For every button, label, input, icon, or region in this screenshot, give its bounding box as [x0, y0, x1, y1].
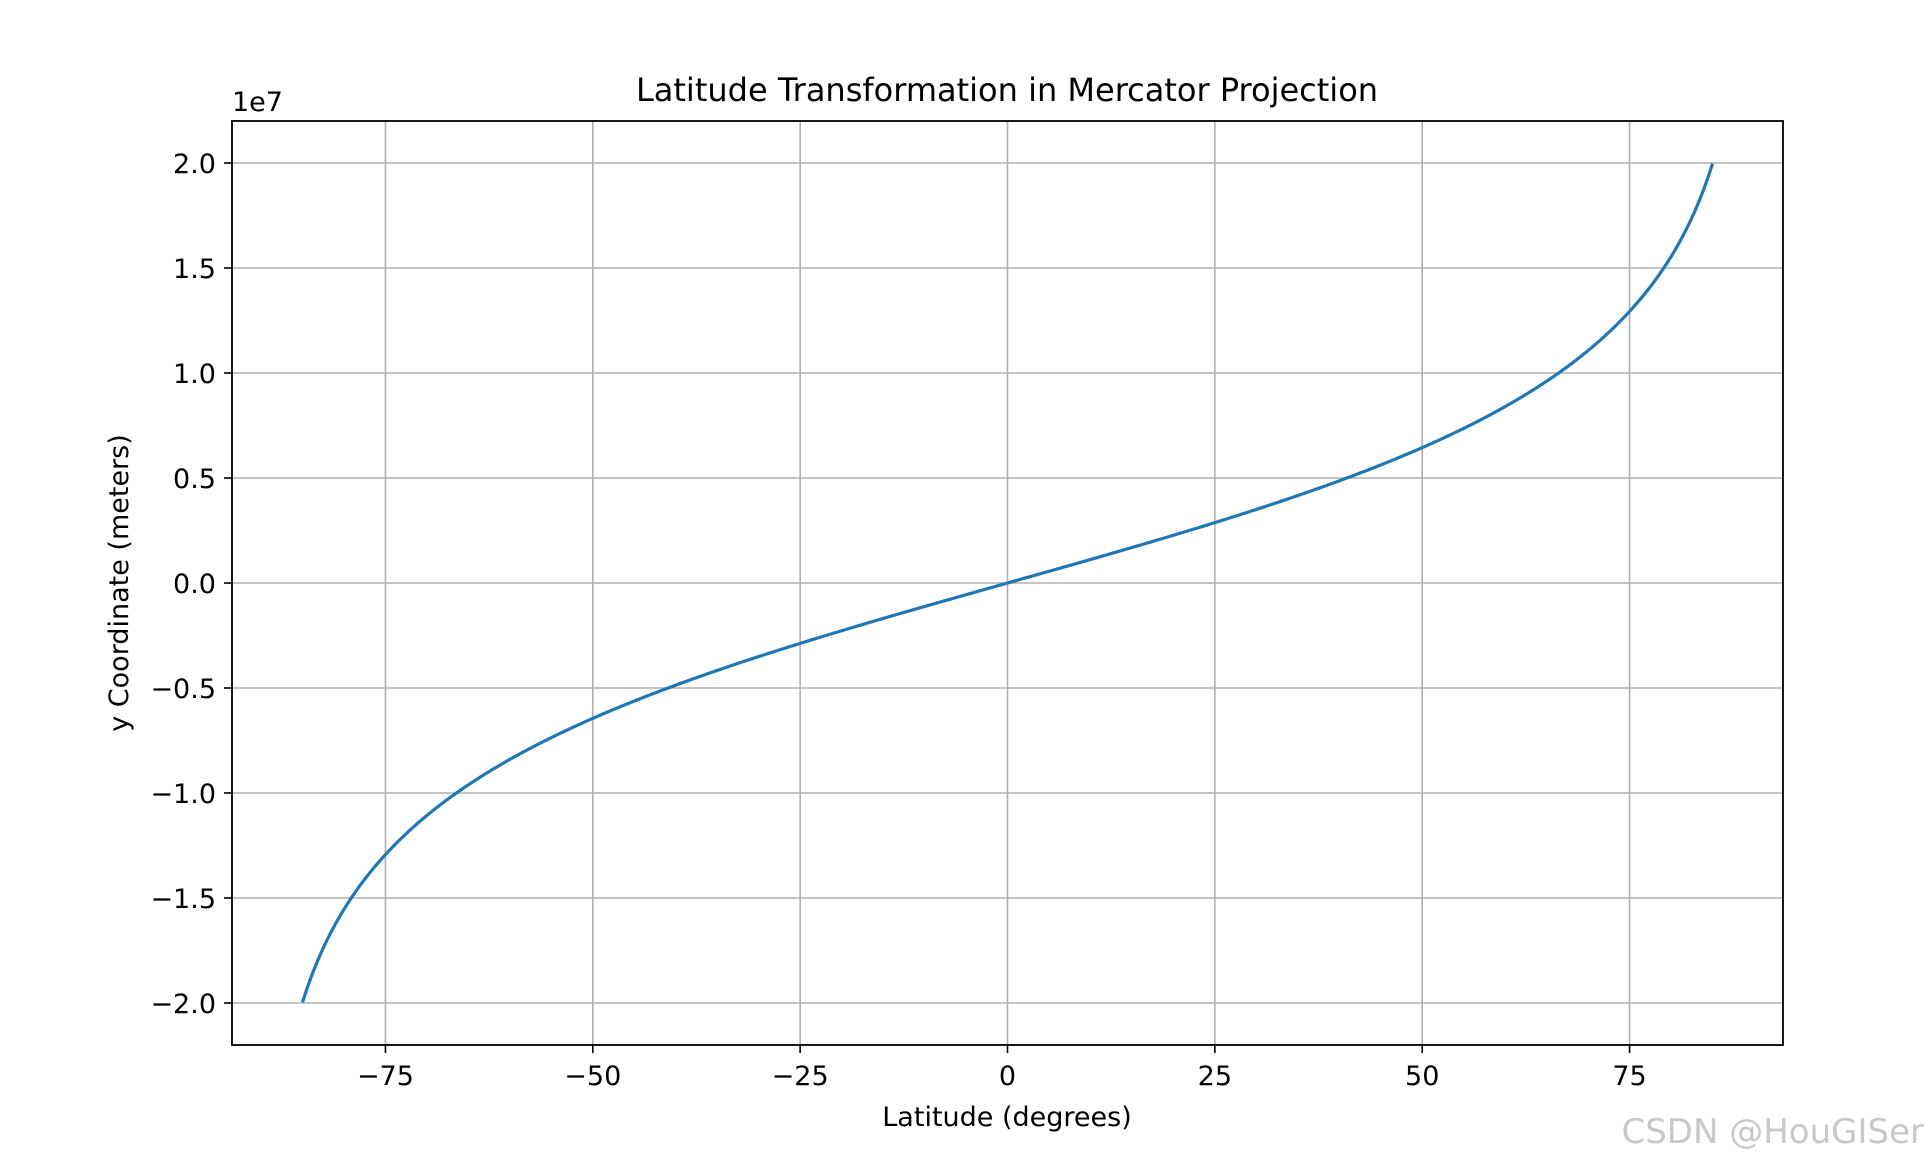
y-tick-label: −1.0 — [150, 779, 216, 810]
y-tick-label: 1.0 — [173, 359, 216, 390]
y-tick-label: 2.0 — [173, 149, 216, 180]
x-tick-label: 25 — [1198, 1061, 1232, 1092]
y-tick-labels: −2.0 −1.5 −1.0 −0.5 0.0 0.5 1.0 1.5 2.0 — [150, 149, 216, 1020]
y-tick-label: 0.5 — [173, 464, 216, 495]
y-tick-label: 1.5 — [173, 254, 216, 285]
watermark-text: CSDN @HouGISer — [1621, 1112, 1924, 1152]
x-tick-labels: −75 −50 −25 0 25 50 75 — [357, 1061, 1647, 1092]
tick-marks — [224, 162, 1631, 1053]
x-tick-label: 75 — [1612, 1061, 1646, 1092]
x-tick-label: −75 — [357, 1061, 414, 1092]
series-line-mercator-y — [300, 163, 1715, 1003]
x-tick-label: −50 — [564, 1061, 621, 1092]
x-axis-label: Latitude (degrees) — [882, 1102, 1131, 1133]
chart-title: Latitude Transformation in Mercator Proj… — [636, 71, 1378, 109]
y-axis-label: y Coordinate (meters) — [104, 434, 135, 732]
y-tick-label: −0.5 — [150, 674, 216, 705]
y-axis-offset-label: 1e7 — [232, 87, 283, 118]
y-tick-label: 0.0 — [173, 569, 216, 600]
x-tick-label: 0 — [999, 1061, 1016, 1092]
grid-lines — [232, 121, 1783, 1045]
x-tick-label: −25 — [772, 1061, 829, 1092]
x-tick-label: 50 — [1405, 1061, 1439, 1092]
y-tick-label: −1.5 — [150, 884, 216, 915]
y-tick-label: −2.0 — [150, 989, 216, 1020]
